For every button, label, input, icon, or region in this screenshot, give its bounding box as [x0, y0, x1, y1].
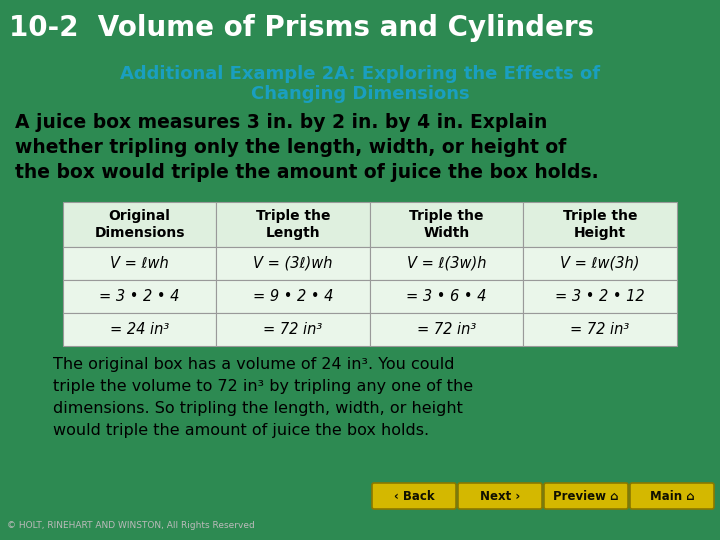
- Text: Additional Example 2A: Exploring the Effects of: Additional Example 2A: Exploring the Eff…: [120, 65, 600, 83]
- Bar: [370, 280, 523, 313]
- Bar: [370, 247, 523, 280]
- FancyBboxPatch shape: [630, 483, 714, 509]
- Text: would triple the amount of juice the box holds.: would triple the amount of juice the box…: [53, 423, 429, 438]
- Bar: [63, 202, 216, 247]
- Bar: [63, 247, 216, 280]
- Text: triple the volume to 72 in³ by tripling any one of the: triple the volume to 72 in³ by tripling …: [53, 379, 473, 394]
- Bar: [216, 247, 370, 280]
- Text: 10-2  Volume of Prisms and Cylinders: 10-2 Volume of Prisms and Cylinders: [9, 14, 595, 42]
- Text: V = ℓ(3w)h: V = ℓ(3w)h: [407, 256, 486, 271]
- Bar: [370, 202, 523, 247]
- Text: = 9 • 2 • 4: = 9 • 2 • 4: [253, 289, 333, 304]
- Bar: [216, 313, 370, 346]
- Text: Triple the
Height: Triple the Height: [562, 209, 637, 240]
- Text: = 3 • 6 • 4: = 3 • 6 • 4: [406, 289, 487, 304]
- Text: = 72 in³: = 72 in³: [264, 322, 323, 337]
- Text: The original box has a volume of 24 in³. You could: The original box has a volume of 24 in³.…: [53, 357, 455, 372]
- Text: V = ℓw(3h): V = ℓw(3h): [560, 256, 639, 271]
- Text: = 3 • 2 • 4: = 3 • 2 • 4: [99, 289, 180, 304]
- Bar: [63, 280, 216, 313]
- Text: ‹ Back: ‹ Back: [394, 489, 434, 503]
- FancyBboxPatch shape: [458, 483, 542, 509]
- Bar: [216, 202, 370, 247]
- Text: Triple the
Length: Triple the Length: [256, 209, 330, 240]
- Text: the box would triple the amount of juice the box holds.: the box would triple the amount of juice…: [15, 163, 599, 182]
- Text: Original
Dimensions: Original Dimensions: [94, 209, 185, 240]
- Text: © HOLT, RINEHART AND WINSTON, All Rights Reserved: © HOLT, RINEHART AND WINSTON, All Rights…: [7, 522, 255, 530]
- Bar: [523, 202, 677, 247]
- Bar: [523, 247, 677, 280]
- Text: Preview ⌂: Preview ⌂: [553, 489, 618, 503]
- Text: A juice box measures 3 in. by 2 in. by 4 in. Explain: A juice box measures 3 in. by 2 in. by 4…: [15, 113, 548, 132]
- Bar: [523, 313, 677, 346]
- FancyBboxPatch shape: [544, 483, 628, 509]
- Bar: [216, 280, 370, 313]
- Text: Changing Dimensions: Changing Dimensions: [251, 85, 469, 103]
- Text: V = (3ℓ)wh: V = (3ℓ)wh: [253, 256, 333, 271]
- Bar: [63, 313, 216, 346]
- FancyBboxPatch shape: [372, 483, 456, 509]
- Text: = 3 • 2 • 12: = 3 • 2 • 12: [555, 289, 644, 304]
- Text: whether tripling only the length, width, or height of: whether tripling only the length, width,…: [15, 138, 567, 157]
- Text: V = ℓwh: V = ℓwh: [110, 256, 169, 271]
- Text: dimensions. So tripling the length, width, or height: dimensions. So tripling the length, widt…: [53, 401, 463, 416]
- Text: Main ⌂: Main ⌂: [649, 489, 694, 503]
- Bar: [523, 280, 677, 313]
- Text: Triple the
Width: Triple the Width: [409, 209, 484, 240]
- Bar: [370, 313, 523, 346]
- Text: Next ›: Next ›: [480, 489, 520, 503]
- Text: = 72 in³: = 72 in³: [570, 322, 629, 337]
- Text: = 72 in³: = 72 in³: [417, 322, 476, 337]
- Text: = 24 in³: = 24 in³: [110, 322, 169, 337]
